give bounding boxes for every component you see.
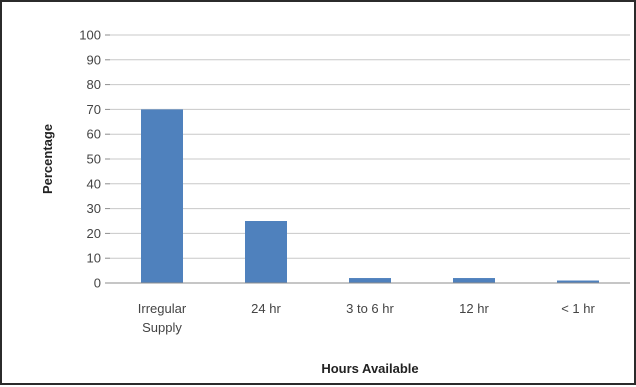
bar xyxy=(245,221,287,283)
y-axis-ticks: 0 10 20 30 40 50 60 70 80 90 100 xyxy=(79,28,110,291)
bar xyxy=(557,280,599,283)
y-axis-title: Percentage xyxy=(40,124,55,194)
x-axis-ticks: Irregular Supply 24 hr 3 to 6 hr 12 hr < 1 hr xyxy=(138,301,596,335)
y-tick-label: 50 xyxy=(87,152,101,167)
bar xyxy=(349,278,391,283)
x-axis-title: Hours Available xyxy=(321,361,418,376)
y-tick-label: 60 xyxy=(87,127,101,142)
x-tick-label: 12 hr xyxy=(459,301,489,316)
x-tick-label: Irregular Supply xyxy=(138,301,187,335)
bar xyxy=(453,278,495,283)
y-tick-label: 0 xyxy=(94,276,101,291)
y-tick-label: 80 xyxy=(87,77,101,92)
y-tick-label: 40 xyxy=(87,176,101,191)
bars xyxy=(141,109,599,284)
y-tick-label: 20 xyxy=(87,226,101,241)
y-tick-label: 70 xyxy=(87,102,101,117)
y-tick-label: 100 xyxy=(79,28,101,43)
y-tick-label: 90 xyxy=(87,52,101,67)
x-tick-label: 3 to 6 hr xyxy=(346,301,394,316)
x-tick-label: 24 hr xyxy=(251,301,281,316)
bar xyxy=(141,109,183,284)
gridlines xyxy=(110,34,630,259)
y-tick-label: 10 xyxy=(87,251,101,266)
y-tick-label: 30 xyxy=(87,201,101,216)
x-tick-label: < 1 hr xyxy=(561,301,595,316)
